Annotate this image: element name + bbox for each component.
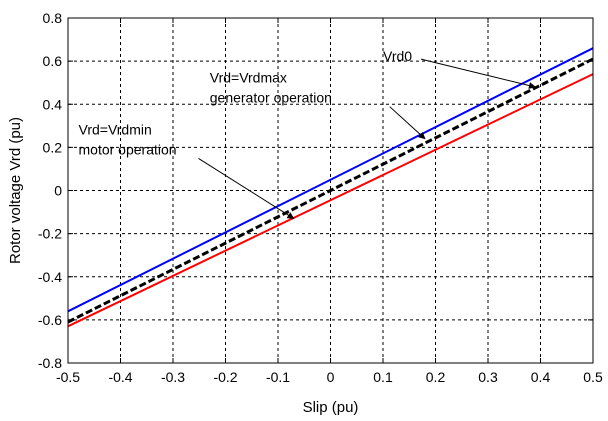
x-tick-label: -0.2 [213, 369, 237, 385]
y-tick-label: 0.2 [43, 139, 63, 155]
annotation-arrow [198, 158, 295, 219]
y-tick-label: -0.6 [38, 312, 62, 328]
x-axis-label: Slip (pu) [303, 399, 359, 416]
x-tick-label: 0.2 [426, 369, 446, 385]
series-line-1 [67, 47, 594, 313]
x-tick-label: -0.1 [266, 369, 290, 385]
x-tick-label: 0.3 [478, 369, 498, 385]
annotation-text: generator operation [210, 90, 332, 106]
annotation-arrow [420, 58, 536, 89]
y-tick-label: -0.8 [38, 355, 62, 371]
series-layer [67, 47, 594, 328]
x-tick-label: -0.4 [108, 369, 132, 385]
annotations: Vrd0 Vrd=Vrdmax generator operation Vrd=Vrd… [79, 48, 536, 219]
annotation-text: Vrd=Vrdmax [210, 70, 287, 86]
x-tick-label: 0.5 [583, 369, 603, 385]
y-axis-label: Rotor voltage Vrd (pu) [7, 117, 24, 264]
annotation-arrow [389, 106, 426, 140]
series-line-2 [67, 57, 594, 324]
x-tick-label: 0.4 [531, 369, 551, 385]
x-tick-label: -0.5 [56, 369, 80, 385]
ticks: -0.5 -0.4 -0.3 -0.2 -0.1 0 0.1 0.2 0.3 0.4 0.5 -0.8… [38, 10, 603, 385]
y-tick-label: 0.6 [43, 53, 63, 69]
y-tick-label: -0.2 [38, 226, 62, 242]
y-tick-label: 0 [54, 183, 62, 199]
series-line-3 [67, 73, 594, 328]
y-tick-label: 0.4 [43, 96, 63, 112]
x-tick-label: 0 [327, 369, 335, 385]
x-tick-label: -0.3 [161, 369, 185, 385]
annotation-text: motor operation [79, 141, 177, 157]
annotation-text: Vrd=Vrdmin [79, 121, 152, 137]
y-tick-label: 0.8 [43, 10, 63, 26]
y-tick-label: -0.4 [38, 269, 62, 285]
x-tick-label: 0.1 [373, 369, 393, 385]
annotation-text: Vrd0 [383, 48, 412, 64]
